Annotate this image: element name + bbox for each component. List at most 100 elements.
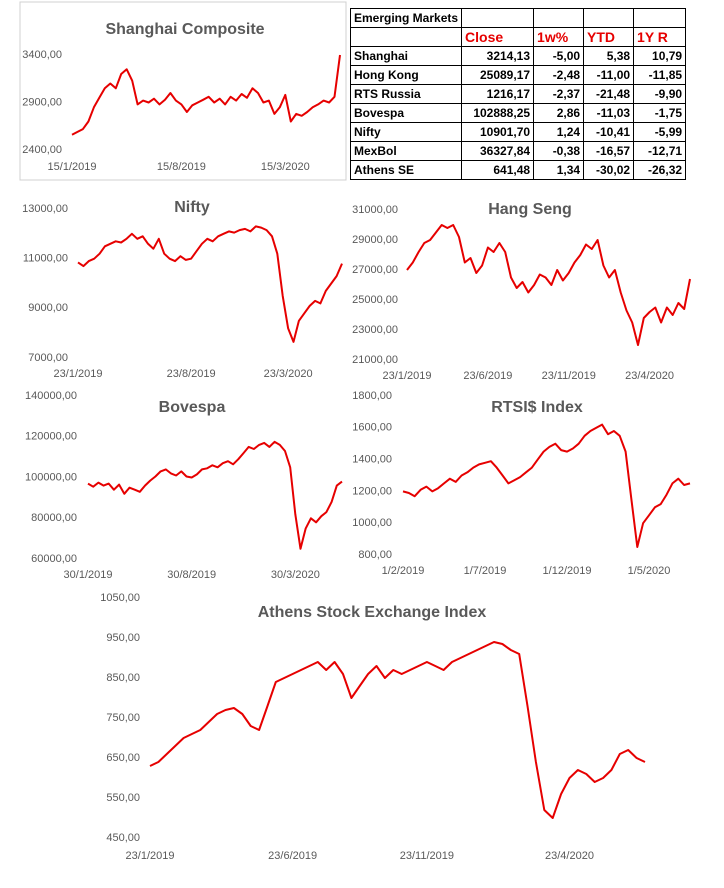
table-row: RTS Russia 1216,17 -2,37 -21,48 -9,90 — [349, 84, 687, 104]
table-cell: -16,57 — [583, 141, 635, 161]
x-tick-label: 23/1/2019 — [126, 850, 175, 862]
chart-title: Nifty — [174, 199, 210, 216]
y-tick-label: 650,00 — [106, 752, 140, 764]
table-row: MexBol 36327,84 -0,38 -16,57 -12,71 — [349, 141, 687, 161]
chart-title: Bovespa — [159, 399, 226, 416]
x-tick-label: 23/6/2019 — [463, 370, 512, 382]
x-tick-label: 23/6/2019 — [268, 850, 317, 862]
x-tick-label: 30/8/2019 — [167, 569, 216, 581]
x-tick-label: 1/7/2019 — [464, 565, 507, 577]
table-cell: 36327,84 — [461, 141, 535, 161]
y-tick-label: 1400,00 — [352, 454, 392, 466]
row-label: Hong Kong — [349, 65, 463, 85]
y-tick-label: 25000,00 — [352, 294, 398, 306]
table-cell: -21,48 — [583, 84, 635, 104]
price-line — [71, 54, 341, 136]
y-tick-label: 100000,00 — [25, 471, 77, 483]
x-tick-label: 23/4/2020 — [625, 370, 674, 382]
table-cell: -5,99 — [633, 122, 687, 142]
y-tick-label: 750,00 — [106, 712, 140, 724]
y-tick-label: 27000,00 — [352, 264, 398, 276]
x-tick-label: 30/3/2020 — [271, 569, 320, 581]
x-tick-label: 15/8/2019 — [157, 161, 206, 173]
y-tick-label: 60000,00 — [31, 553, 77, 565]
y-tick-label: 2400,00 — [22, 144, 62, 156]
x-tick-label: 15/1/2019 — [48, 161, 97, 173]
price-line — [149, 641, 646, 819]
table-cell: -11,03 — [583, 103, 635, 123]
price-line — [406, 224, 691, 346]
x-tick-label: 1/2/2019 — [382, 565, 425, 577]
table-body: Emerging Markets Close 1w% YTD 1Y R Shan… — [349, 8, 687, 180]
table-cell: -0,38 — [533, 141, 585, 161]
x-tick-label: 30/1/2019 — [64, 569, 113, 581]
y-tick-label: 7000,00 — [28, 352, 68, 364]
y-tick-label: 1600,00 — [352, 422, 392, 434]
table-cell: -9,90 — [633, 84, 687, 104]
y-tick-label: 21000,00 — [352, 354, 398, 366]
y-tick-label: 2900,00 — [22, 96, 62, 108]
x-tick-label: 23/1/2019 — [383, 370, 432, 382]
y-tick-label: 550,00 — [106, 792, 140, 804]
y-tick-label: 850,00 — [106, 672, 140, 684]
y-tick-label: 29000,00 — [352, 234, 398, 246]
chart-frame — [19, 1, 347, 181]
y-tick-label: 120000,00 — [25, 431, 77, 443]
x-tick-label: 23/8/2019 — [167, 368, 216, 380]
y-tick-label: 800,00 — [358, 549, 392, 561]
chart-title: RTSI$ Index — [491, 399, 583, 416]
table-cell: -2,37 — [533, 84, 585, 104]
y-tick-label: 31000,00 — [352, 204, 398, 216]
column-header: YTD — [583, 27, 635, 47]
table-cell: 10,79 — [633, 46, 687, 66]
table-cell: 102888,25 — [461, 103, 535, 123]
price-line — [77, 225, 343, 343]
x-tick-label: 23/4/2020 — [545, 850, 594, 862]
x-tick-label: 23/11/2019 — [542, 370, 596, 382]
table-cell: -12,71 — [633, 141, 687, 161]
table-cell: 1,34 — [533, 160, 585, 180]
y-tick-label: 450,00 — [106, 832, 140, 844]
chart-title: Athens Stock Exchange Index — [258, 604, 487, 621]
price-line — [402, 423, 691, 548]
y-tick-label: 1050,00 — [100, 592, 140, 604]
markets-table: Emerging Markets Close 1w% YTD 1Y R Shan… — [349, 8, 687, 180]
table-cell: -1,75 — [633, 103, 687, 123]
row-label: Nifty — [349, 122, 463, 142]
y-tick-label: 1800,00 — [352, 390, 392, 402]
table-header-row: Close 1w% YTD 1Y R — [349, 27, 687, 47]
table-cell: -10,41 — [583, 122, 635, 142]
row-label: Shanghai — [349, 46, 463, 66]
table-row: Hong Kong 25089,17 -2,48 -11,00 -11,85 — [349, 65, 687, 85]
table-cell: 641,48 — [461, 160, 535, 180]
row-label: RTS Russia — [349, 84, 463, 104]
y-tick-label: 80000,00 — [31, 512, 77, 524]
table-row: Shanghai 3214,13 -5,00 5,38 10,79 — [349, 46, 687, 66]
y-tick-label: 1200,00 — [352, 485, 392, 497]
x-tick-label: 15/3/2020 — [261, 161, 310, 173]
table-title: Emerging Markets — [349, 8, 463, 28]
y-tick-label: 23000,00 — [352, 324, 398, 336]
chart-title: Shanghai Composite — [105, 21, 264, 38]
column-header: 1w% — [533, 27, 585, 47]
table-cell: -5,00 — [533, 46, 585, 66]
chart-title: Hang Seng — [488, 201, 572, 218]
y-tick-label: 950,00 — [106, 632, 140, 644]
table-row: Nifty 10901,70 1,24 -10,41 -5,99 — [349, 122, 687, 142]
table-row: Athens SE 641,48 1,34 -30,02 -26,32 — [349, 160, 687, 180]
column-header: Close — [461, 27, 535, 47]
x-tick-label: 1/12/2019 — [543, 565, 592, 577]
x-tick-label: 23/1/2019 — [54, 368, 103, 380]
y-tick-label: 140000,00 — [25, 390, 77, 402]
y-tick-label: 3400,00 — [22, 49, 62, 61]
y-tick-label: 1000,00 — [352, 517, 392, 529]
table-cell: 3214,13 — [461, 46, 535, 66]
table-row: Bovespa 102888,25 2,86 -11,03 -1,75 — [349, 103, 687, 123]
price-line — [87, 440, 343, 550]
row-label: Bovespa — [349, 103, 463, 123]
table-cell: 1216,17 — [461, 84, 535, 104]
y-tick-label: 9000,00 — [28, 302, 68, 314]
x-tick-label: 23/3/2020 — [264, 368, 313, 380]
